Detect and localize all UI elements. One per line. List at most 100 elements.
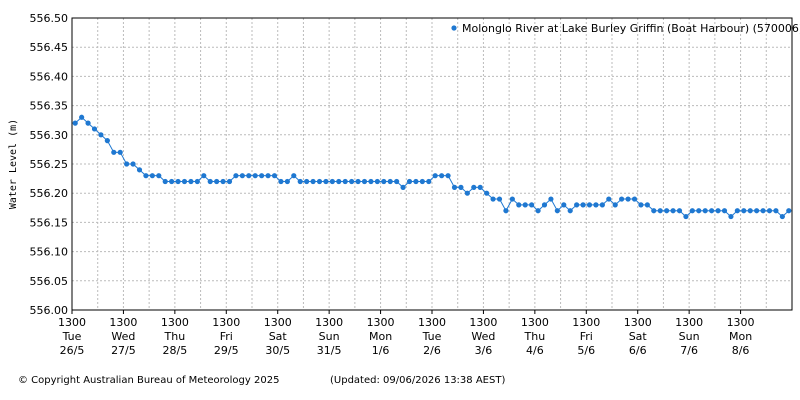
data-point <box>561 202 567 208</box>
x-tick-date: 5/6 <box>577 344 595 357</box>
y-tick-label: 556.20 <box>30 187 69 200</box>
data-point <box>464 190 470 196</box>
x-tick-day: Thu <box>524 330 546 343</box>
x-tick-day: Sun <box>679 330 700 343</box>
x-tick-day: Tue <box>422 330 442 343</box>
data-point <box>91 126 98 132</box>
y-tick-label: 556.15 <box>30 216 69 229</box>
data-point <box>496 196 503 202</box>
data-point <box>130 161 136 167</box>
plot-border <box>71 17 793 311</box>
x-tick-day: Sat <box>629 330 648 343</box>
x-tick-date: 31/5 <box>317 344 342 357</box>
data-point <box>156 173 162 179</box>
data-point <box>239 173 245 179</box>
updated: (Updated: 09/06/2026 13:38 AEST) <box>330 375 505 386</box>
x-tick-label: 1300 <box>727 316 755 329</box>
series-line <box>74 116 790 218</box>
data-point <box>104 138 110 144</box>
y-tick-label: 556.25 <box>30 158 69 171</box>
data-point <box>567 208 573 214</box>
data-point <box>451 184 458 190</box>
data-point <box>220 178 226 185</box>
x-tick-day: Thu <box>164 330 186 343</box>
data-point <box>98 132 104 138</box>
x-tick-label: 1300 <box>264 316 292 329</box>
data-point <box>413 178 419 185</box>
data-point <box>715 208 721 214</box>
data-point <box>387 178 393 185</box>
x-tick-date: 28/5 <box>163 344 188 357</box>
data-point <box>586 202 593 208</box>
data-point <box>683 213 689 220</box>
data-point <box>214 178 220 185</box>
data-point <box>355 178 361 185</box>
data-point <box>400 184 406 190</box>
legend-label: Molonglo River at Lake Burley Griffin (B… <box>462 22 800 35</box>
data-point <box>574 202 580 208</box>
data-point <box>149 173 155 179</box>
x-tick-day: Wed <box>111 330 135 343</box>
data-point <box>651 208 657 214</box>
x-tick-day: Sat <box>269 330 288 343</box>
x-tick-date: 3/6 <box>475 344 493 357</box>
data-point <box>766 208 773 214</box>
data-point <box>169 178 175 185</box>
data-point <box>79 114 85 120</box>
data-point <box>529 202 535 208</box>
x-tick-label: 1300 <box>212 316 240 329</box>
x-tick-date: 27/5 <box>111 344 136 357</box>
data-point <box>316 178 323 185</box>
data-point <box>374 178 380 185</box>
data-point <box>207 178 213 185</box>
data-point <box>291 173 297 179</box>
x-tick-day: Wed <box>471 330 495 343</box>
data-point <box>310 178 316 185</box>
data-point <box>522 202 528 208</box>
data-point <box>541 202 548 208</box>
data-point <box>664 208 670 214</box>
data-point <box>271 173 278 179</box>
data-point <box>490 196 496 202</box>
data-point <box>72 120 78 126</box>
x-tick-label: 1300 <box>624 316 652 329</box>
data-point <box>676 208 683 214</box>
y-tick-label: 556.00 <box>30 304 69 317</box>
data-point <box>181 178 188 185</box>
data-point <box>336 178 342 185</box>
x-tick-date: 26/5 <box>60 344 85 357</box>
data-point <box>760 208 766 214</box>
data-point <box>484 190 490 196</box>
data-point <box>612 202 618 208</box>
y-tick-label: 556.05 <box>30 275 69 288</box>
data-point <box>728 213 734 220</box>
data-point <box>535 208 541 214</box>
x-tick-label: 1300 <box>315 316 343 329</box>
x-tick-date: 29/5 <box>214 344 239 357</box>
y-tick-label: 556.30 <box>30 129 69 142</box>
y-tick-label: 556.10 <box>30 246 69 259</box>
data-point <box>509 196 515 202</box>
data-point <box>625 196 631 202</box>
data-point <box>786 208 792 214</box>
data-point <box>445 173 451 179</box>
x-tick-date: 1/6 <box>372 344 390 357</box>
data-point <box>136 167 143 173</box>
data-point <box>458 184 464 190</box>
x-tick-date: 4/6 <box>526 344 544 357</box>
data-point <box>773 208 779 214</box>
x-tick-day: Tue <box>62 330 82 343</box>
data-point <box>754 208 760 214</box>
data-point <box>432 173 438 179</box>
x-tick-day: Mon <box>729 330 752 343</box>
data-point <box>503 208 509 214</box>
data-point <box>368 178 374 185</box>
data-point <box>657 208 663 214</box>
data-point <box>747 208 753 214</box>
x-tick-label: 1300 <box>367 316 395 329</box>
data-point <box>593 202 599 208</box>
data-point <box>143 173 149 179</box>
y-tick-label: 556.40 <box>30 70 69 83</box>
x-tick-label: 1300 <box>418 316 446 329</box>
